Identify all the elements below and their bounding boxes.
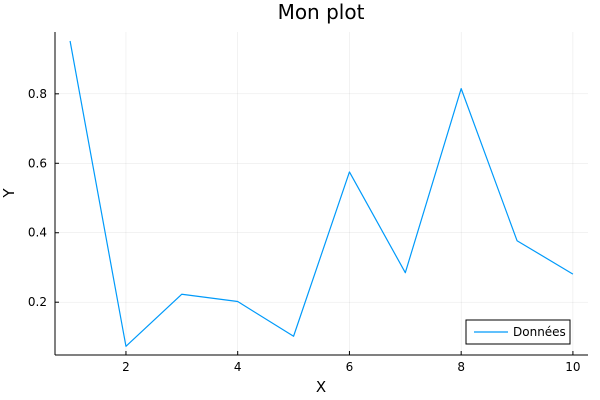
legend-box [465, 319, 571, 345]
chart-title: Mon plot [278, 0, 365, 24]
x-tick-label: 10 [565, 360, 580, 374]
legend: Données [465, 319, 571, 345]
y-tick-label: 0.4 [28, 226, 47, 240]
x-axis-label: X [316, 378, 326, 396]
x-tick-label: 4 [234, 360, 242, 374]
grid-lines [55, 32, 588, 355]
series-line-donnees [69, 40, 574, 347]
x-tick-label: 2 [122, 360, 130, 374]
x-tick-label: 8 [457, 360, 465, 374]
y-axis-label: Y [0, 188, 18, 199]
y-tick-label: 0.6 [28, 156, 47, 170]
y-tick-label: 0.8 [28, 87, 47, 101]
legend-label: Données [513, 325, 566, 339]
axis-ticks: 2 4 6 8 10 0.2 0.4 0.6 0.8 [28, 87, 581, 374]
x-tick-label: 6 [346, 360, 354, 374]
y-tick-label: 0.2 [28, 295, 47, 309]
